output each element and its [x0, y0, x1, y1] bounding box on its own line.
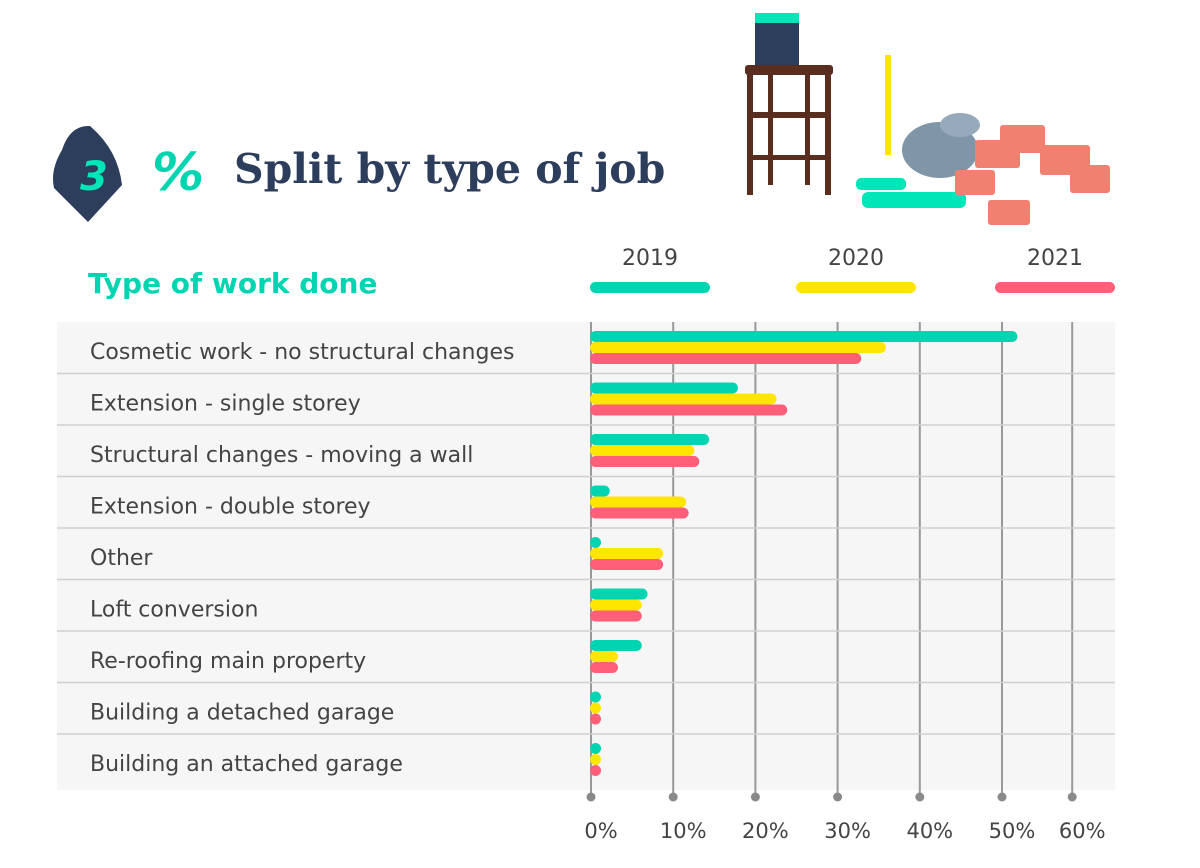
- bar-2019: [590, 537, 601, 548]
- category-label: Cosmetic work - no structural changes: [90, 340, 514, 365]
- x-tick-label: 0%: [584, 819, 617, 843]
- bar-2021: [590, 456, 700, 467]
- x-tick-label: 40%: [906, 819, 953, 843]
- category-label: Structural changes - moving a wall: [90, 443, 473, 468]
- axis-tick-dot: [586, 792, 596, 802]
- bar-2020: [590, 496, 687, 508]
- bar-2019: [590, 382, 738, 394]
- bar-2019: [590, 588, 648, 600]
- bar-2020: [590, 651, 618, 662]
- bar-2021: [590, 353, 862, 364]
- axis-tick-dot: [1067, 792, 1077, 802]
- bricks-icon: [955, 125, 1110, 225]
- bar-2021: [590, 610, 642, 622]
- bar-2019: [590, 434, 710, 445]
- category-label: Building an attached garage: [90, 752, 403, 777]
- legend: 2019 2020 2021: [590, 246, 1115, 293]
- category-label: Extension - double storey: [90, 495, 371, 520]
- bar-2020: [590, 393, 777, 405]
- bar-2021: [590, 765, 601, 776]
- bar-2021: [590, 559, 664, 570]
- category-label: Building a detached garage: [90, 701, 394, 726]
- diy-illustration: [745, 13, 1110, 225]
- bar-2019: [590, 691, 601, 703]
- bar-2021: [590, 404, 788, 416]
- bar-2019: [590, 331, 1018, 342]
- category-label: Re-roofing main property: [90, 649, 366, 674]
- axis-tick-dot: [833, 792, 843, 802]
- category-label: Extension - single storey: [90, 392, 361, 417]
- bar-2020: [590, 702, 601, 714]
- section-badge-icon: [53, 125, 122, 222]
- bar-2021: [590, 713, 601, 725]
- legend-label-2020: 2020: [828, 246, 884, 271]
- bar-2020: [590, 599, 642, 611]
- legend-swatch-2021: [995, 282, 1115, 293]
- category-label: Loft conversion: [90, 598, 258, 623]
- bar-2020: [590, 445, 695, 456]
- bar-2020: [590, 754, 601, 765]
- x-tick-label: 60%: [1059, 819, 1106, 843]
- bar-2021: [590, 507, 689, 519]
- section-number: 3: [80, 154, 108, 200]
- x-tick-label: 50%: [989, 819, 1036, 843]
- plot-panel: [57, 322, 1115, 790]
- axis-tick-dot: [668, 792, 678, 802]
- x-tick-label: 20%: [742, 819, 789, 843]
- chart-title: Type of work done: [88, 267, 377, 300]
- bar-2019: [590, 743, 601, 754]
- bar-2020: [590, 548, 664, 559]
- legend-swatch-2020: [796, 282, 916, 293]
- category-label: Other: [90, 546, 153, 571]
- axis-tick-dot: [997, 792, 1007, 802]
- legend-swatch-2019: [590, 282, 710, 293]
- percent-icon: %: [152, 143, 204, 203]
- page-title: Split by type of job: [234, 145, 665, 193]
- axis-tick-dot: [750, 792, 760, 802]
- rocks-icon: [902, 113, 980, 178]
- axis-tick-dot: [915, 792, 925, 802]
- paint-roller-icon: [856, 55, 966, 208]
- x-tick-label: 30%: [824, 819, 871, 843]
- stool-icon: [745, 65, 833, 195]
- paint-bucket-icon: [755, 13, 799, 65]
- bar-2019: [590, 640, 642, 651]
- x-tick-label: 10%: [660, 819, 707, 843]
- legend-label-2021: 2021: [1027, 246, 1083, 271]
- bar-2021: [590, 662, 618, 673]
- bar-2019: [590, 485, 610, 497]
- legend-label-2019: 2019: [622, 246, 678, 271]
- bar-2020: [590, 342, 886, 353]
